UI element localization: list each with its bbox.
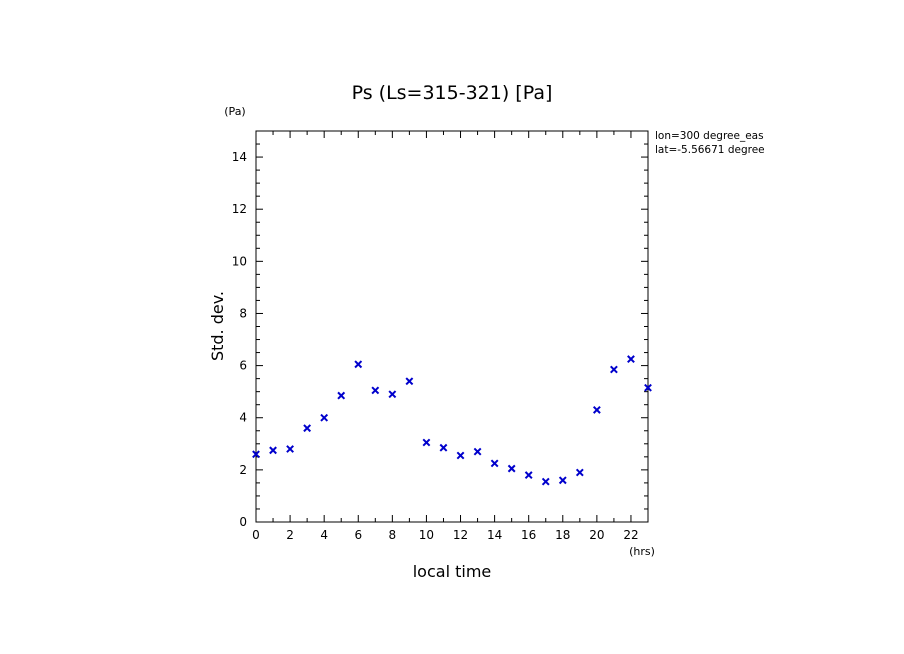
data-point-stroke [303, 424, 312, 433]
chart-title: Ps (Ls=315-321) [Pa] [352, 82, 553, 104]
x-tick-label: 0 [252, 528, 260, 542]
data-point [439, 443, 448, 452]
data-point-stroke [320, 413, 329, 422]
data-point [337, 391, 346, 400]
data-point [252, 450, 260, 459]
x-tick-label: 18 [555, 528, 570, 542]
x-tick-label: 6 [354, 528, 362, 542]
data-point-stroke [252, 450, 260, 459]
x-tick-label: 22 [623, 528, 638, 542]
data-point [388, 390, 397, 399]
data-point [610, 365, 618, 374]
data-point-stroke [524, 471, 533, 479]
x-tick-label: 2 [286, 528, 294, 542]
data-point-stroke [354, 360, 363, 369]
x-axis-label: local time [413, 562, 492, 581]
data-point [371, 386, 380, 395]
x-tick-label: 4 [320, 528, 328, 542]
x-tick-label: 12 [453, 528, 468, 542]
data-point-stroke [388, 390, 397, 399]
y-tick-label: 12 [232, 202, 247, 216]
data-point [269, 446, 277, 455]
data-point-stroke [541, 477, 550, 486]
x-tick-label: 16 [521, 528, 536, 542]
x-tick-label: 14 [487, 528, 502, 542]
latitude-annotation: lat=-5.56671 degree [655, 144, 765, 156]
data-point-stroke [575, 468, 584, 477]
data-point [644, 383, 652, 392]
data-point-stroke [456, 451, 465, 460]
data-points [252, 355, 652, 486]
data-point [575, 468, 584, 477]
y-tick-label: 6 [239, 359, 247, 373]
data-point [456, 451, 465, 460]
data-point [320, 413, 329, 422]
y-tick-label: 2 [239, 463, 247, 477]
plot-frame [255, 130, 649, 523]
data-point [524, 471, 533, 479]
x-unit-label: (hrs) [629, 545, 655, 558]
longitude-annotation: lon=300 degree_eas [655, 130, 764, 142]
data-point [592, 406, 601, 414]
data-point [558, 476, 567, 485]
data-point-stroke [473, 447, 482, 456]
y-tick-label: 8 [239, 306, 247, 320]
data-point-stroke [422, 438, 431, 447]
data-point [490, 459, 499, 468]
data-point-stroke [439, 443, 448, 452]
data-point [541, 477, 550, 486]
y-unit-label: (Pa) [224, 105, 245, 118]
data-point [422, 438, 431, 447]
axis-ticks [255, 130, 649, 523]
data-point-stroke [269, 446, 277, 455]
data-point-stroke [337, 391, 346, 400]
data-point-stroke [490, 459, 499, 468]
data-point [354, 360, 363, 369]
data-point-stroke [371, 386, 380, 395]
data-point [627, 355, 635, 363]
y-tick-label: 0 [239, 515, 247, 529]
axis-tick-labels: 0 2 4 6 8 10 12 14 16 18 20 22 0 2 4 6 8 10 12 14 [232, 150, 639, 542]
data-point [286, 445, 294, 453]
x-tick-label: 8 [389, 528, 397, 542]
data-point [507, 464, 516, 473]
data-point-stroke [627, 355, 635, 363]
y-tick-label: 4 [239, 411, 247, 425]
data-point [405, 377, 414, 386]
y-tick-label: 14 [232, 150, 247, 164]
data-point [473, 447, 482, 456]
data-point-stroke [507, 464, 516, 473]
data-point-stroke [644, 383, 652, 392]
x-tick-label: 20 [589, 528, 604, 542]
data-point-stroke [286, 445, 294, 453]
data-point-stroke [592, 406, 601, 414]
y-tick-label: 10 [232, 254, 247, 268]
data-point-stroke [610, 365, 618, 374]
data-point-stroke [405, 377, 414, 386]
y-axis-label: Std. dev. [208, 291, 227, 361]
x-tick-label: 10 [419, 528, 434, 542]
data-point-stroke [558, 476, 567, 485]
data-point [303, 424, 312, 433]
